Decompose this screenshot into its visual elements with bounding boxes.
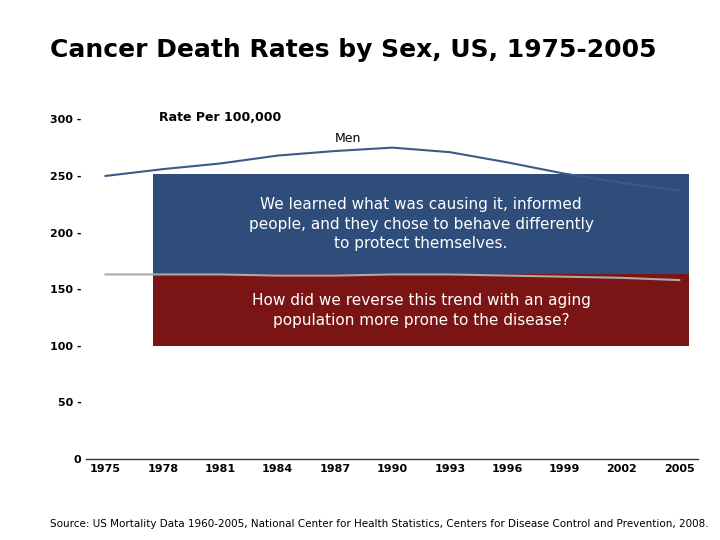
Text: How did we reverse this trend with an aging
population more prone to the disease: How did we reverse this trend with an ag… — [252, 293, 590, 327]
Text: Men: Men — [335, 132, 361, 145]
Bar — [153, 274, 689, 346]
Text: Source: US Mortality Data 1960-2005, National Center for Health Statistics, Cent: Source: US Mortality Data 1960-2005, Nat… — [50, 519, 709, 529]
Bar — [153, 174, 689, 274]
Text: Rate Per 100,000: Rate Per 100,000 — [159, 111, 282, 124]
Text: We learned what was causing it, informed
people, and they chose to behave differ: We learned what was causing it, informed… — [248, 197, 593, 251]
Text: Cancer Death Rates by Sex, US, 1975-2005: Cancer Death Rates by Sex, US, 1975-2005 — [50, 38, 657, 62]
